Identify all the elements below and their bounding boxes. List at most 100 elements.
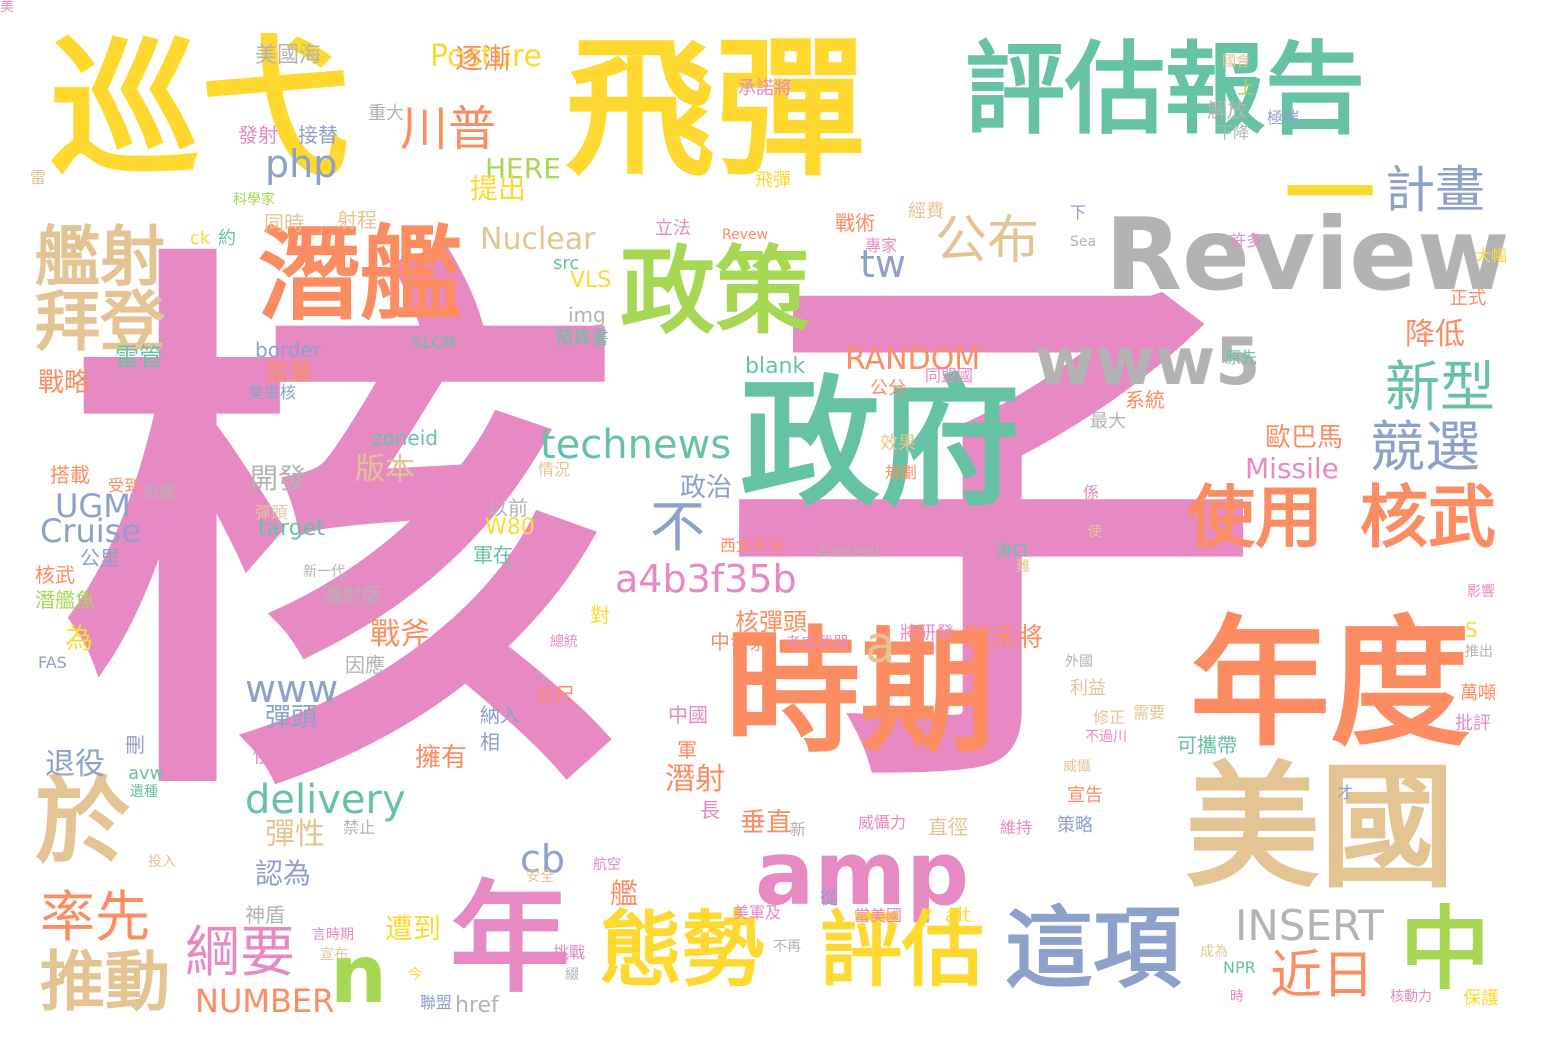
cloud-word: 不 bbox=[650, 495, 706, 559]
cloud-word: 重大 bbox=[368, 103, 404, 124]
cloud-word: 中發射 bbox=[710, 630, 770, 654]
cloud-word: 戰略 bbox=[38, 368, 91, 398]
cloud-word: target bbox=[258, 516, 325, 541]
cloud-word: 專家 bbox=[865, 236, 898, 255]
cloud-word: 考慮武器 bbox=[785, 633, 850, 652]
cloud-word: 戰斧 bbox=[370, 617, 430, 652]
cloud-word: 這項 bbox=[1005, 897, 1182, 1000]
cloud-word: 原先 bbox=[1225, 348, 1258, 367]
cloud-word: 投入 bbox=[148, 854, 176, 870]
cloud-word: 潛射 bbox=[665, 762, 725, 797]
cloud-word: 競選 bbox=[1370, 415, 1481, 479]
cloud-word: 潛射版 bbox=[322, 583, 382, 607]
cloud-word: src bbox=[553, 253, 580, 274]
cloud-word: 系統 bbox=[1125, 388, 1165, 412]
cloud-word: Missile bbox=[1245, 452, 1339, 485]
cloud-word: 策略 bbox=[1057, 815, 1093, 836]
cloud-word: zoneid bbox=[372, 426, 438, 450]
cloud-word: 核彈頭 bbox=[735, 608, 807, 636]
cloud-word: 航空 bbox=[593, 857, 621, 873]
cloud-word: 年 bbox=[450, 870, 570, 1009]
cloud-word: 新型 bbox=[1385, 355, 1496, 419]
cloud-word: 今 bbox=[408, 967, 422, 983]
cloud-word: 飛彈 bbox=[755, 170, 791, 191]
cloud-word: 聯盟 bbox=[420, 993, 453, 1012]
cloud-word: 雖未將 bbox=[965, 623, 1044, 653]
cloud-word: 退役 bbox=[45, 747, 105, 782]
cloud-word: 降低 bbox=[1405, 317, 1465, 352]
cloud-word: FAS bbox=[38, 653, 67, 672]
cloud-word: 大 bbox=[1012, 520, 1029, 539]
cloud-word: 艦射 bbox=[35, 220, 166, 295]
cloud-word: 彈性 bbox=[265, 817, 325, 852]
cloud-word: INSERT bbox=[1235, 901, 1384, 950]
cloud-word: 直徑 bbox=[928, 815, 968, 839]
cloud-word: 極端 bbox=[1267, 108, 1300, 127]
cloud-word: 修正 bbox=[1093, 708, 1126, 727]
cloud-word: 年度 bbox=[1190, 603, 1471, 766]
cloud-word: 因應 bbox=[345, 653, 385, 677]
cloud-word: 才 bbox=[1337, 783, 1354, 802]
cloud-word: amp bbox=[755, 822, 970, 925]
cloud-word: 搭載 bbox=[50, 463, 90, 487]
cloud-word: 一 bbox=[1285, 142, 1375, 247]
cloud-word: 認為 bbox=[255, 857, 312, 890]
cloud-word: NPR bbox=[1223, 958, 1256, 977]
cloud-word: 威懾力 bbox=[858, 813, 907, 832]
cloud-word: UGM bbox=[55, 487, 131, 525]
cloud-word: img bbox=[568, 303, 606, 327]
cloud-word: www5 bbox=[1035, 325, 1261, 400]
cloud-word: 遭到 bbox=[385, 912, 442, 945]
cloud-word: 宣布 bbox=[320, 947, 348, 963]
cloud-word: tw bbox=[860, 242, 906, 286]
cloud-word: a4b3f35b bbox=[615, 557, 797, 601]
cloud-word: 從 bbox=[820, 888, 838, 909]
cloud-word: 川普 bbox=[400, 101, 497, 157]
cloud-word: delivery bbox=[245, 777, 406, 823]
cloud-word: 解放 bbox=[1207, 98, 1247, 122]
cloud-word: 批評 bbox=[1455, 713, 1491, 734]
cloud-word: 規劃 bbox=[885, 463, 918, 482]
cloud-word: Cruise bbox=[40, 512, 142, 550]
cloud-word: 言時期 bbox=[312, 927, 354, 943]
cloud-word: 核武 bbox=[35, 563, 75, 587]
cloud-word: 挑戰 bbox=[553, 943, 586, 962]
cloud-word: cb bbox=[520, 837, 566, 881]
cloud-word: Posture bbox=[430, 39, 542, 74]
cloud-word: 影響 bbox=[1467, 584, 1495, 600]
cloud-word: href bbox=[455, 993, 499, 1018]
cloud-word: 重要性 bbox=[100, 373, 172, 401]
cloud-word: 綴 bbox=[565, 967, 579, 983]
cloud-word: 美 bbox=[0, 0, 14, 15]
cloud-word: 最大 bbox=[1090, 411, 1126, 432]
cloud-word: 維持 bbox=[1000, 818, 1033, 837]
cloud-word: 政府 bbox=[740, 363, 1021, 526]
cloud-word: 評估報告 bbox=[965, 31, 1365, 148]
cloud-word: blank bbox=[745, 354, 806, 379]
cloud-word: 歐巴馬 bbox=[1265, 423, 1344, 453]
cloud-word: VLS bbox=[570, 268, 612, 293]
cloud-word: 艦 bbox=[610, 877, 639, 910]
cloud-word: 補給 bbox=[873, 324, 901, 340]
cloud-word: 母艦 bbox=[143, 483, 176, 502]
cloud-word: 政治 bbox=[680, 473, 733, 503]
cloud-word: Lunched bbox=[820, 544, 880, 560]
cloud-word: 國會 bbox=[1222, 54, 1250, 70]
cloud-word: 核動力 bbox=[1390, 989, 1432, 1005]
cloud-word: 約 bbox=[218, 228, 236, 249]
cloud-word: 下 bbox=[1070, 203, 1087, 222]
cloud-word: 同時 bbox=[264, 211, 304, 235]
cloud-word: 公里 bbox=[80, 546, 120, 570]
cloud-word: 評估 bbox=[820, 903, 985, 998]
cloud-word: 近日 bbox=[1270, 946, 1375, 1006]
cloud-word: 拜登 bbox=[35, 285, 166, 360]
cloud-word: 將研發 bbox=[900, 623, 954, 644]
cloud-word: 納入 bbox=[480, 703, 520, 727]
cloud-word: 推出 bbox=[1465, 644, 1493, 660]
cloud-word: 新一代 bbox=[303, 564, 345, 580]
cloud-word: 俄闐 bbox=[253, 743, 293, 767]
cloud-word: 當美國 bbox=[854, 906, 903, 925]
cloud-word: 港口 bbox=[996, 541, 1029, 560]
cloud-word: 擁有 bbox=[415, 743, 468, 773]
cloud-word: NUMBER bbox=[195, 982, 335, 1020]
